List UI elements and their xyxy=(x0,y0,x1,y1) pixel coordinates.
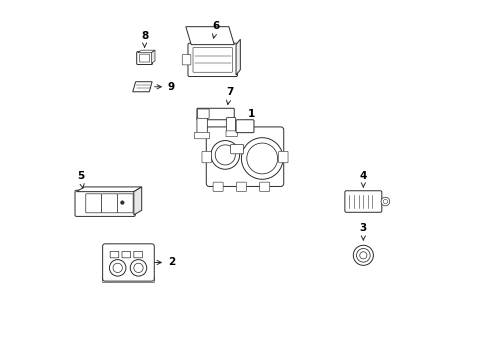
FancyBboxPatch shape xyxy=(86,194,101,213)
FancyBboxPatch shape xyxy=(101,194,117,213)
Text: 3: 3 xyxy=(360,224,367,240)
FancyBboxPatch shape xyxy=(236,120,254,133)
Polygon shape xyxy=(186,27,234,45)
FancyBboxPatch shape xyxy=(206,127,284,186)
Circle shape xyxy=(121,201,124,204)
FancyBboxPatch shape xyxy=(197,108,234,120)
Circle shape xyxy=(242,138,283,179)
FancyBboxPatch shape xyxy=(345,191,382,212)
FancyBboxPatch shape xyxy=(260,182,270,192)
FancyBboxPatch shape xyxy=(226,118,236,132)
Circle shape xyxy=(134,263,143,273)
Circle shape xyxy=(357,248,370,262)
Circle shape xyxy=(113,263,122,273)
FancyBboxPatch shape xyxy=(140,54,149,62)
Circle shape xyxy=(353,245,373,265)
FancyBboxPatch shape xyxy=(279,151,288,163)
Text: 4: 4 xyxy=(360,171,367,187)
FancyBboxPatch shape xyxy=(110,251,119,258)
FancyBboxPatch shape xyxy=(102,244,154,281)
Circle shape xyxy=(381,197,390,206)
FancyBboxPatch shape xyxy=(75,190,135,216)
FancyBboxPatch shape xyxy=(193,48,232,72)
FancyBboxPatch shape xyxy=(182,54,191,65)
Polygon shape xyxy=(133,82,152,92)
Circle shape xyxy=(383,199,388,204)
Polygon shape xyxy=(151,50,155,63)
FancyBboxPatch shape xyxy=(202,151,211,163)
Text: 9: 9 xyxy=(154,82,175,92)
Circle shape xyxy=(130,260,147,276)
Circle shape xyxy=(247,143,278,174)
Circle shape xyxy=(109,260,126,276)
FancyBboxPatch shape xyxy=(122,251,131,258)
Polygon shape xyxy=(134,187,142,215)
Text: 2: 2 xyxy=(154,257,175,267)
FancyBboxPatch shape xyxy=(197,118,207,135)
Polygon shape xyxy=(76,187,142,192)
Circle shape xyxy=(215,145,235,165)
Polygon shape xyxy=(138,50,155,53)
Circle shape xyxy=(360,252,367,259)
FancyBboxPatch shape xyxy=(213,182,223,192)
FancyBboxPatch shape xyxy=(226,131,238,136)
Text: 5: 5 xyxy=(77,171,84,188)
Circle shape xyxy=(211,140,240,169)
Polygon shape xyxy=(236,39,240,75)
Text: 7: 7 xyxy=(226,87,234,104)
Text: 6: 6 xyxy=(213,21,220,38)
FancyBboxPatch shape xyxy=(197,109,209,118)
Text: 8: 8 xyxy=(141,31,148,47)
FancyBboxPatch shape xyxy=(137,51,152,64)
FancyBboxPatch shape xyxy=(236,182,246,192)
FancyBboxPatch shape xyxy=(231,144,244,154)
FancyBboxPatch shape xyxy=(195,132,210,139)
FancyBboxPatch shape xyxy=(117,194,133,213)
FancyBboxPatch shape xyxy=(188,43,238,77)
Text: 1: 1 xyxy=(248,109,255,125)
FancyBboxPatch shape xyxy=(134,251,143,258)
FancyBboxPatch shape xyxy=(102,276,155,283)
